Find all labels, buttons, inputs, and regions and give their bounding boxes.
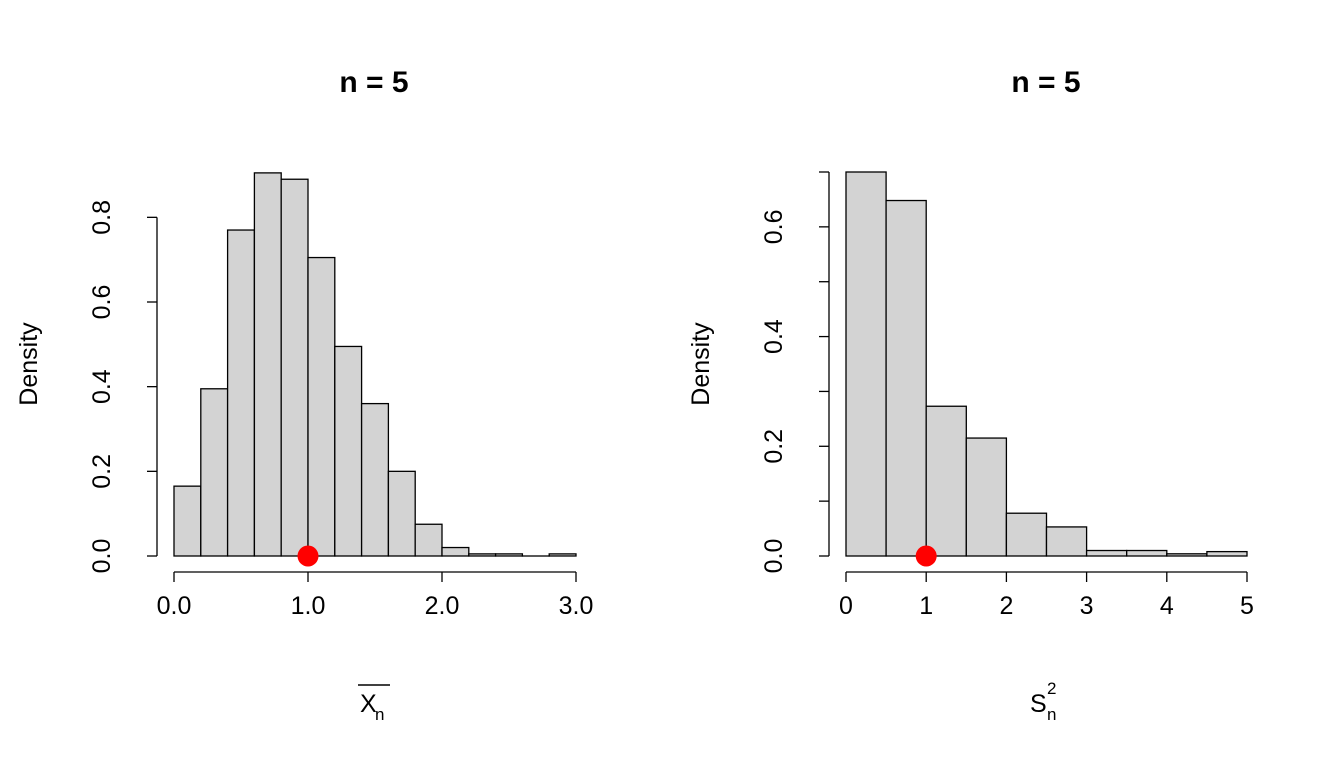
y-tick-label: 0.2: [88, 454, 116, 489]
x-tick-label: 5: [1240, 592, 1254, 620]
x-axis-label: S n 2: [1030, 679, 1056, 724]
histogram-bar: [548, 553, 577, 557]
y-tick-label: 0.0: [88, 539, 116, 574]
histogram-bar: [173, 485, 202, 557]
x-axis-label-superscript: 2: [1047, 679, 1056, 698]
x-tick-label: 3: [1080, 592, 1094, 620]
histogram-bar: [334, 345, 363, 557]
x-axis-label-subscript: n: [375, 705, 384, 724]
histogram-bar: [1206, 550, 1248, 557]
y-tick-label: 0.6: [760, 209, 788, 244]
histogram-bars: [173, 172, 577, 557]
histogram-bar: [307, 256, 336, 557]
y-tick-label: 0.4: [760, 319, 788, 354]
histogram-bar: [494, 553, 524, 557]
histogram-bar: [1085, 549, 1128, 557]
y-tick-label: 0.0: [760, 539, 788, 574]
y-axis-label: Density: [15, 322, 43, 406]
panel-sample-mean: n = 5 Density X n 0.0 1.0 2.0 3.00.00.20.40…: [15, 66, 593, 724]
histogram-bar: [200, 388, 229, 557]
x-tick-label: 0: [839, 592, 853, 620]
histogram-bar: [360, 402, 390, 557]
x-tick-label: 2.0: [425, 592, 460, 620]
x-tick-label: 4: [1160, 592, 1174, 620]
x-axis-label-base: S: [1030, 690, 1047, 718]
x-tick-label: 1: [919, 592, 933, 620]
histogram-bar: [1005, 512, 1048, 557]
x-tick-label: 2: [999, 592, 1013, 620]
panel-title: n = 5: [1011, 66, 1080, 99]
true-value-marker: [297, 545, 319, 567]
histogram-bar: [414, 523, 443, 557]
y-tick-label: 0.2: [760, 429, 788, 464]
histogram-bar: [253, 172, 282, 557]
histogram-bar: [845, 171, 887, 557]
histogram-bar: [885, 199, 927, 557]
histogram-bar: [468, 553, 497, 557]
histogram-bar: [1126, 549, 1168, 557]
histogram-bar: [441, 546, 470, 557]
panel-sample-variance: n = 5 Density S n 2 0 1 2 3 4 5 0.0 0.2 0.4 0.6: [687, 66, 1254, 724]
y-tick-label: 0.8: [88, 200, 116, 235]
histogram-bar: [280, 178, 309, 557]
x-tick-label: 3.0: [559, 592, 594, 620]
marker-layer: [915, 545, 937, 567]
x-axis-label: X n: [358, 684, 390, 724]
histogram-bar: [1166, 553, 1208, 557]
y-axis-label: Density: [687, 322, 715, 406]
x-axis-label-subscript: n: [1047, 705, 1056, 724]
histogram-bar: [925, 405, 967, 557]
x-axis-label-base: X: [360, 690, 377, 718]
panel-title: n = 5: [339, 66, 408, 99]
histogram-bar: [226, 229, 256, 557]
y-tick-label: 0.4: [88, 369, 116, 404]
histogram-bar: [1045, 526, 1088, 557]
histogram-bar: [387, 470, 416, 557]
axes: 0 1 2 3 4 5 0.0 0.2 0.4 0.6: [760, 171, 1254, 620]
axes: 0.0 1.0 2.0 3.0 0.0 0.2 0.4 0.6 0.8: [88, 200, 593, 620]
histogram-bars: [845, 171, 1248, 557]
histogram-bar: [965, 437, 1008, 557]
x-tick-label: 1.0: [291, 592, 326, 620]
y-tick-label: 0.6: [88, 285, 116, 320]
x-tick-label: 0.0: [157, 592, 192, 620]
true-value-marker: [915, 545, 937, 567]
marker-layer: [297, 545, 319, 567]
